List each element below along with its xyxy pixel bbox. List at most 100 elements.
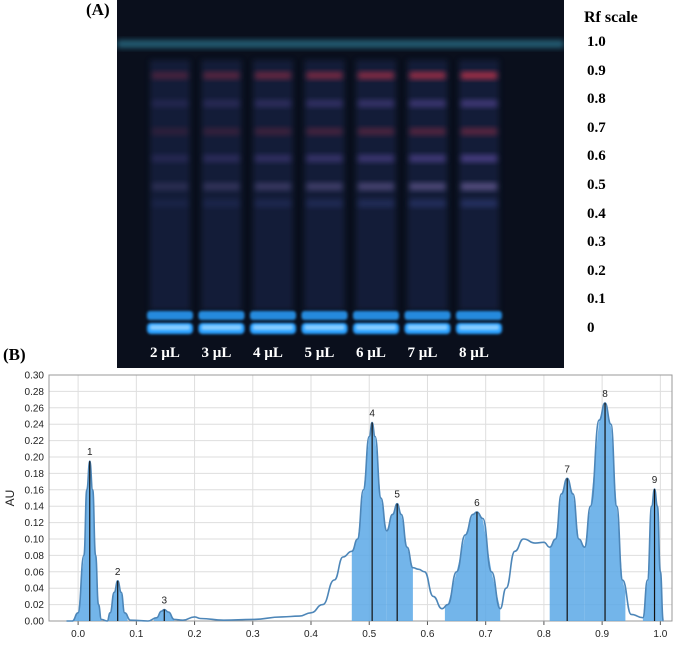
panel-b-label: (B) [3,345,26,364]
y-tick-label: 0.10 [25,535,45,546]
lane-label: 2 µL [150,345,180,361]
x-tick-label: 0.1 [129,629,143,640]
tlc-band [409,100,446,107]
origin-band [250,311,296,320]
peak-area [386,503,413,621]
y-tick-label: 0.20 [25,453,45,464]
tlc-band [203,128,240,135]
tlc-band [203,183,240,190]
rf-tick-label: 0.5 [587,177,606,193]
rf-tick-label: 0.7 [587,119,606,136]
tlc-band [358,100,394,107]
y-tick-label: 0.04 [25,584,45,595]
rf-tick-label: 0.6 [587,148,606,165]
tlc-band [461,100,497,107]
x-tick-label: 0.8 [537,629,551,640]
tlc-band [306,72,343,79]
lane-track [301,60,348,334]
tlc-band [152,183,188,190]
tlc-band [255,155,291,162]
tlc-band [306,200,343,207]
rf-tick-label: 0.4 [587,205,606,222]
lane-track [353,60,399,334]
tlc-band [152,200,188,207]
tlc-band [255,183,291,190]
rf-tick-label: 0.9 [587,62,606,79]
tlc-band [461,128,497,135]
peak-label: 4 [369,409,375,420]
peak-label: 2 [115,567,121,578]
y-tick-label: 0.06 [25,567,45,578]
tlc-band [461,155,497,162]
lane-label: 3 µL [201,345,232,361]
tlc-band [409,200,446,207]
tlc-band [306,100,343,107]
rf-tick-label: 0.8 [587,91,606,108]
solvent-front-band [117,40,564,48]
rf-tick-label: 0.3 [587,234,606,251]
peak-area [72,461,102,621]
origin-band [147,311,193,320]
tlc-band [152,155,188,162]
tlc-band [255,128,291,135]
origin-band [301,311,348,320]
tlc-band [358,128,394,135]
rf-tick-label: 0 [587,320,595,336]
rf-tick-label: 0.2 [587,262,606,279]
tlc-plate-bands [117,40,564,334]
x-tick-label: 1.0 [653,629,667,640]
lane-label: 7 µL [407,345,438,361]
tlc-band [409,72,446,79]
densitogram-trace [66,402,665,622]
peak-label: 7 [564,464,570,475]
tlc-band [203,200,240,207]
tlc-band [152,100,188,107]
tlc-band [409,183,446,190]
tlc-band [203,100,240,107]
y-tick-label: 0.14 [25,502,45,513]
x-tick-label: 0.9 [595,629,609,640]
lane-track [198,60,245,334]
origin-band [198,311,245,320]
tlc-plate-image [117,0,564,368]
lane-track [404,60,451,334]
origin-band [404,311,451,320]
tlc-band [152,128,188,135]
peak-label: 1 [87,447,93,458]
x-tick-label: 0.6 [421,629,435,640]
lane-label: 5 µL [304,345,335,361]
peak-area [444,512,501,621]
tlc-band [203,155,240,162]
origin-band [456,311,502,320]
peak-label: 6 [474,498,480,509]
lane-label: 8 µL [459,345,489,361]
tlc-band [358,155,394,162]
lane-track [250,60,296,334]
tlc-band [255,100,291,107]
peak-label: 3 [162,596,168,607]
tlc-band [461,200,497,207]
lane-label: 4 µL [253,345,283,361]
origin-band [353,311,399,320]
rf-tick-label: 1.0 [587,34,606,50]
y-tick-label: 0.22 [25,436,45,447]
y-tick-label: 0.02 [25,600,45,611]
tlc-band [255,72,291,79]
tlc-band [306,128,343,135]
y-tick-label: 0.00 [25,617,45,628]
tlc-band [358,183,394,190]
tlc-band [461,72,497,79]
y-tick-label: 0.18 [25,469,45,480]
x-tick-label: 0.5 [362,629,376,640]
y-tick-label: 0.30 [25,371,45,382]
lane-track [456,60,502,334]
tlc-band [358,72,394,79]
y-tick-label: 0.12 [25,518,45,529]
tlc-band [409,155,446,162]
panel-a-label: (A) [86,0,110,19]
tlc-band [461,183,497,190]
peak-label: 5 [394,490,400,501]
rf-scale-title: Rf scale [584,9,638,26]
y-tick-label: 0.26 [25,403,45,414]
y-axis-label: AU [3,490,17,507]
